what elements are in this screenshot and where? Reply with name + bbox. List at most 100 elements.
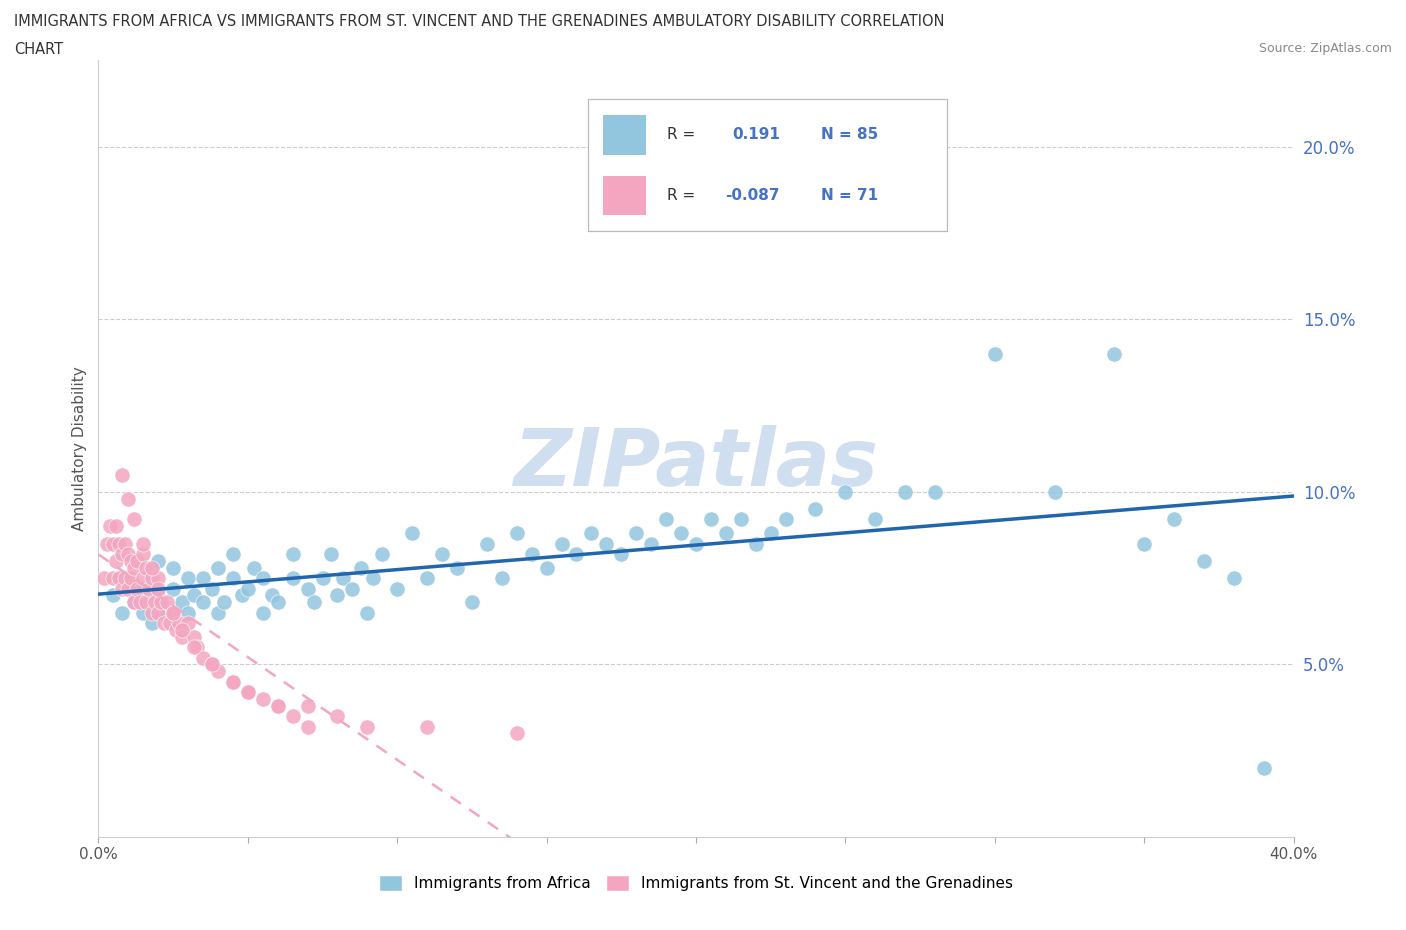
Point — [141, 561, 163, 576]
Point — [297, 719, 319, 734]
Point — [267, 698, 290, 713]
Point — [834, 485, 856, 499]
Point — [461, 595, 484, 610]
Point — [363, 571, 385, 586]
Point — [745, 537, 768, 551]
Point — [172, 595, 194, 610]
Point — [1104, 346, 1126, 361]
Point — [207, 664, 229, 679]
Point — [267, 698, 290, 713]
Point — [141, 571, 163, 586]
Point — [172, 630, 194, 644]
Point — [506, 525, 529, 540]
Point — [177, 571, 200, 586]
Point — [132, 571, 155, 586]
Point — [117, 581, 139, 596]
Point — [281, 709, 304, 724]
Point — [371, 547, 394, 562]
Point — [350, 561, 373, 576]
Point — [536, 561, 558, 576]
Point — [111, 581, 134, 596]
Point — [222, 674, 245, 689]
Point — [1223, 571, 1246, 586]
Point — [311, 571, 333, 586]
Point — [183, 588, 205, 603]
Point — [924, 485, 946, 499]
Point — [103, 588, 125, 603]
Point — [162, 605, 184, 620]
Point — [281, 571, 304, 586]
Point — [252, 605, 274, 620]
Point — [162, 605, 184, 620]
Point — [236, 684, 259, 699]
Point — [120, 571, 142, 586]
Point — [186, 640, 208, 655]
Text: CHART: CHART — [14, 42, 63, 57]
Point — [260, 588, 283, 603]
Point — [148, 605, 170, 620]
Y-axis label: Ambulatory Disability: Ambulatory Disability — [72, 366, 87, 531]
Point — [321, 547, 343, 562]
Point — [700, 512, 723, 527]
Point — [222, 547, 245, 562]
Point — [124, 561, 146, 576]
Point — [416, 719, 439, 734]
Point — [222, 674, 245, 689]
Point — [162, 561, 184, 576]
Point — [640, 537, 662, 551]
Point — [865, 512, 887, 527]
Point — [132, 547, 155, 562]
Text: Source: ZipAtlas.com: Source: ZipAtlas.com — [1258, 42, 1392, 55]
Point — [108, 571, 131, 586]
Point — [430, 547, 453, 562]
Point — [267, 595, 290, 610]
Point — [114, 571, 136, 586]
Point — [775, 512, 797, 527]
Point — [581, 525, 603, 540]
Point — [475, 537, 498, 551]
Point — [138, 581, 160, 596]
Point — [759, 525, 782, 540]
Point — [117, 547, 139, 562]
Point — [111, 547, 134, 562]
Point — [669, 525, 692, 540]
Point — [1163, 512, 1185, 527]
Point — [127, 581, 149, 596]
Point — [153, 605, 176, 620]
Point — [243, 561, 266, 576]
Point — [172, 622, 194, 637]
Point — [326, 709, 349, 724]
Point — [135, 595, 157, 610]
Point — [222, 571, 245, 586]
Point — [191, 571, 214, 586]
Point — [98, 519, 122, 534]
Point — [212, 595, 235, 610]
Point — [105, 519, 128, 534]
Point — [148, 581, 170, 596]
Point — [117, 571, 139, 586]
Point — [141, 605, 163, 620]
Point — [207, 605, 229, 620]
Point — [135, 561, 157, 576]
Point — [108, 537, 131, 551]
Point — [124, 595, 146, 610]
Point — [183, 630, 205, 644]
Point — [148, 553, 170, 568]
Text: ZIPatlas: ZIPatlas — [513, 425, 879, 503]
Point — [252, 692, 274, 707]
Point — [565, 547, 588, 562]
Point — [416, 571, 439, 586]
Point — [626, 525, 648, 540]
Point — [177, 616, 200, 631]
Point — [183, 640, 205, 655]
Point — [610, 547, 633, 562]
Point — [153, 616, 176, 631]
Point — [302, 595, 325, 610]
Point — [297, 581, 319, 596]
Point — [162, 581, 184, 596]
Point — [141, 616, 163, 631]
Point — [1192, 553, 1215, 568]
Point — [114, 537, 136, 551]
Point — [150, 595, 173, 610]
Point — [132, 537, 155, 551]
